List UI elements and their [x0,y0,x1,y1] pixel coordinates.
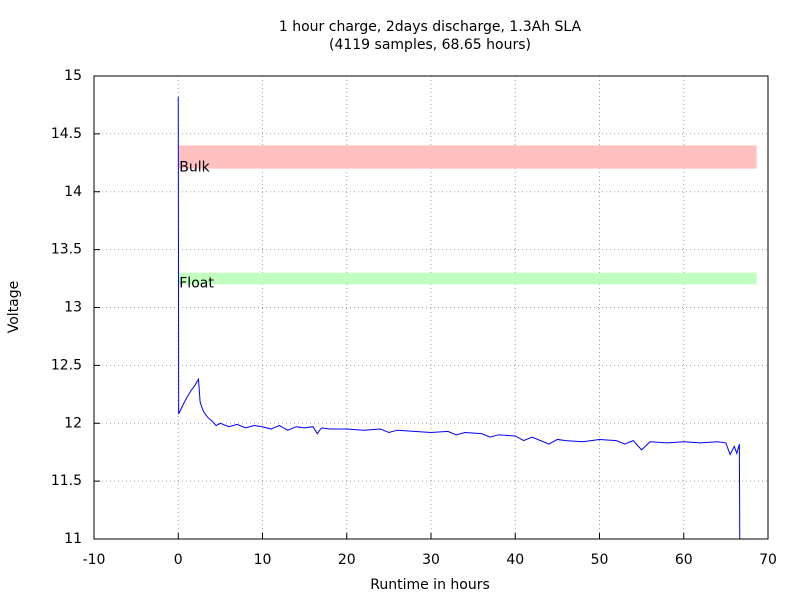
y-tick-label: 15 [64,68,82,84]
y-axis-label: Voltage [6,281,22,334]
x-tick-label: 10 [254,552,272,568]
y-tick-label: 13 [64,300,82,316]
data-line [177,96,741,540]
chart-title: 1 hour charge, 2days discharge, 1.3Ah SL… [279,19,582,35]
band-label: Bulk [179,160,210,176]
x-tick-label: 30 [422,552,440,568]
x-tick-label: -10 [83,552,106,568]
y-tick-label: 11.5 [51,473,82,489]
band [178,145,757,169]
x-tick-label: 20 [338,552,356,568]
band-label: Float [179,275,214,291]
y-tick-label: 13.5 [51,242,82,258]
x-tick-label: 70 [759,552,777,568]
y-tick-label: 11 [64,531,82,547]
x-tick-label: 50 [591,552,609,568]
band [178,272,757,285]
y-tick-label: 14.5 [51,126,82,142]
chart-subtitle: (4119 samples, 68.65 hours) [329,37,531,53]
y-tick-label: 14 [64,184,82,200]
x-axis-label: Runtime in hours [370,577,490,593]
x-tick-label: 60 [675,552,693,568]
x-tick-label: 0 [174,552,183,568]
y-tick-label: 12.5 [51,357,82,373]
plot-frame [93,75,769,540]
x-tick-label: 40 [506,552,524,568]
y-tick-label: 12 [64,415,82,431]
